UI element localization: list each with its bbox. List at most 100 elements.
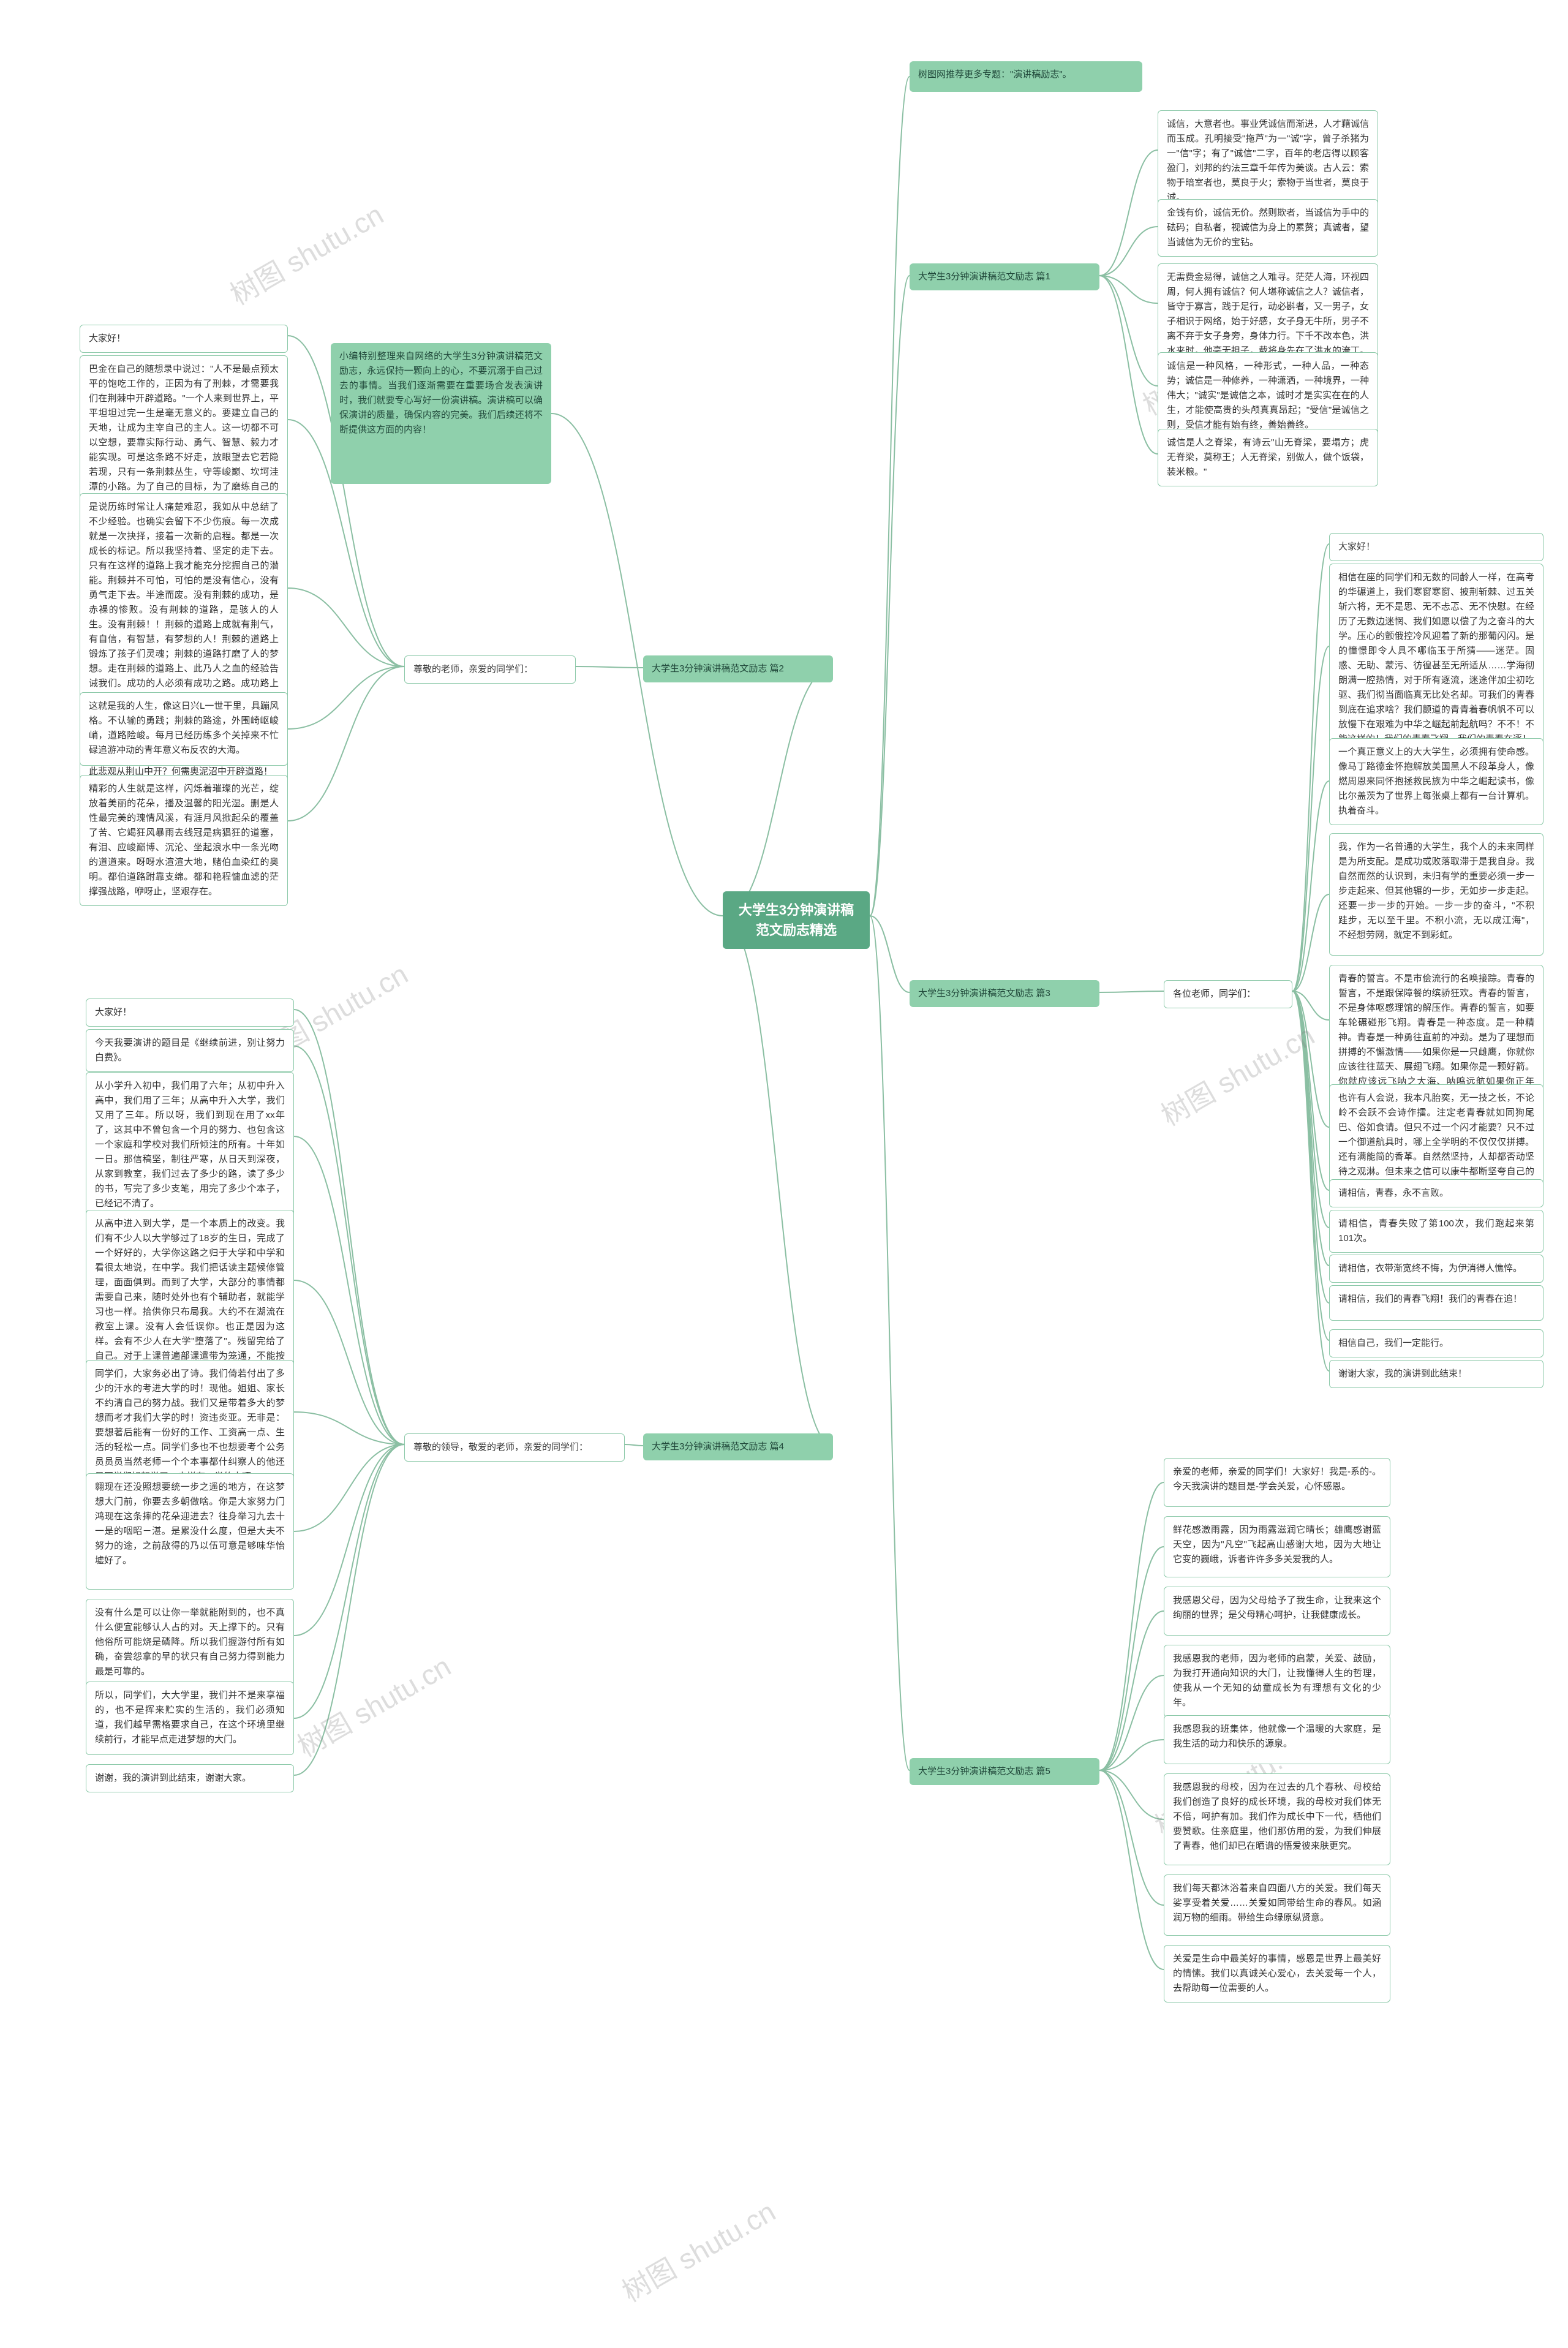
node-b4_items.1: 今天我要演讲的题目是《继续前进，别让努力白费》。 bbox=[86, 1029, 294, 1072]
wire bbox=[1292, 991, 1329, 1190]
wire bbox=[1099, 1770, 1164, 1969]
node-b5: 大学生3分钟演讲稿范文励志 篇5 bbox=[910, 1758, 1099, 1785]
node-b1_items.0: 诚信，大意者也。事业凭诚信而渐进，人才藉诚信而玉成。孔明接受"拖芦"为一"诚"字… bbox=[1158, 110, 1378, 212]
node-b3_sub: 各位老师，同学们： bbox=[1164, 980, 1292, 1008]
node-b5_items.2: 我感恩父母，因为父母给予了我生命，让我来这个绚丽的世界；是父母精心呵护，让我健康… bbox=[1164, 1587, 1390, 1636]
node-b5_items.3: 我感恩我的老师，因为老师的启蒙，关爱、鼓励，为我打开通向知识的大门，让我懂得人生… bbox=[1164, 1645, 1390, 1717]
wire bbox=[1099, 227, 1158, 276]
node-b3_items.8: 请相信，衣带渐宽终不悔，为伊消得人憔悴。 bbox=[1329, 1255, 1544, 1283]
node-b2: 大学生3分钟演讲稿范文励志 篇2 bbox=[643, 655, 833, 682]
node-text: 请相信，青春，永不言败。 bbox=[1338, 1188, 1449, 1198]
node-text: 这就是我的人生，像这日兴L一世干里，具蹦风格。不认输的勇践；荆棘的路途，外围崎岖… bbox=[89, 701, 279, 755]
node-b5_items.7: 关爱是生命中最美好的事情，感恩是世界上最美好的情愫。我们以真诚关心爱心，去关爱每… bbox=[1164, 1945, 1390, 2003]
wire bbox=[1099, 276, 1158, 303]
node-text: 谢谢，我的演讲到此结束，谢谢大家。 bbox=[95, 1773, 251, 1783]
node-text: 从小学升入初中，我们用了六年；从初中升入高中，我们用了三年；从高中升入大学，我们… bbox=[95, 1081, 285, 1209]
wire bbox=[1099, 150, 1158, 276]
wire bbox=[1099, 1770, 1164, 1905]
wire bbox=[1099, 1482, 1164, 1770]
node-intro: 小编特别整理来自网络的大学生3分钟演讲稿范文励志，永远保持一颗向上的心，不要沉溺… bbox=[331, 343, 551, 484]
node-b2_items.3: 这就是我的人生，像这日兴L一世干里，具蹦风格。不认输的勇践；荆棘的路途，外围崎岖… bbox=[80, 692, 288, 766]
node-b3_items.7: 请相信，青春失败了第100次，我们跑起来第101次。 bbox=[1329, 1210, 1544, 1253]
wire bbox=[625, 1444, 643, 1446]
node-b3_items.0: 大家好！ bbox=[1329, 533, 1544, 561]
wire bbox=[1099, 1770, 1164, 1819]
node-b4_items.4: 同学们，大家务必出了诗。我们倚若付出了多少的汗水的考进大学的时！现他。姐姐、家长… bbox=[86, 1360, 294, 1491]
node-b2_items.1: 巴金在自己的随想录中说过："人不是最点预太平的饱吃工作的，正因为有了刑棘，才需要… bbox=[80, 355, 288, 516]
node-text: 大家好！ bbox=[1338, 542, 1375, 552]
node-b5_items.1: 鲜花感激雨露，因为雨露滋润它晴长；雄鹰感谢蓝天空，因为"凡空"飞起高山感谢大地，… bbox=[1164, 1516, 1390, 1577]
wire bbox=[1292, 991, 1329, 1371]
node-b3_items.9: 请相信，我们的青春飞翔！我们的青春在追！ bbox=[1329, 1285, 1544, 1321]
wire bbox=[294, 1412, 404, 1444]
node-text: 诚信是人之脊梁，有诗云"山无脊梁，要塌方；虎无脊梁，莫称王；人无脊梁，别做人，做… bbox=[1167, 437, 1369, 477]
node-text: 关爱是生命中最美好的事情，感恩是世界上最美好的情愫。我们以真诚关心爱心，去关爱每… bbox=[1173, 1954, 1381, 1993]
wire bbox=[288, 666, 404, 821]
node-text: 树图网推荐更多专题："演讲稿励志"。 bbox=[918, 69, 1072, 80]
node-text: 请相信，我们的青春飞翔！我们的青春在追！ bbox=[1338, 1294, 1522, 1304]
node-text: 巴金在自己的随想录中说过："人不是最点预太平的饱吃工作的，正因为有了刑棘，才需要… bbox=[89, 364, 279, 507]
node-text: 今天我要演讲的题目是《继续前进，别让努力白费》。 bbox=[95, 1038, 285, 1063]
node-text: 大家好！ bbox=[95, 1007, 132, 1017]
node-b4_items.6: 没有什么是可以让你一举就能附到的，也不真什么便宜能够认人占的对。天上撑下的。只有… bbox=[86, 1599, 294, 1686]
node-text: 各位老师，同学们： bbox=[1173, 989, 1256, 999]
wire bbox=[1292, 646, 1329, 991]
wire bbox=[294, 1444, 404, 1718]
node-text: 金钱有价，诚信无价。然则欺者，当诚信为手中的砝码；自私者，视诚信为身上的累赘；真… bbox=[1167, 208, 1369, 247]
wire bbox=[1292, 894, 1329, 991]
wire bbox=[294, 1280, 404, 1444]
node-text: 诚信，大意者也。事业凭诚信而渐进，人才藉诚信而玉成。孔明接受"拖芦"为一"诚"字… bbox=[1167, 119, 1369, 203]
node-text: 翱现在还没照想要统一步之遥的地方，在这梦想大门前，你要去多朝做啥。你是大家努力门… bbox=[95, 1482, 285, 1566]
node-text: 鲜花感激雨露，因为雨露滋润它晴长；雄鹰感谢蓝天空，因为"凡空"飞起高山感谢大地，… bbox=[1173, 1525, 1381, 1565]
node-b4_items.0: 大家好！ bbox=[86, 998, 294, 1027]
node-text: 请相信，青春失败了第100次，我们跑起来第101次。 bbox=[1338, 1218, 1534, 1244]
node-text: 请相信，衣带渐宽终不悔，为伊消得人憔悴。 bbox=[1338, 1263, 1522, 1274]
node-b3_items.6: 请相信，青春，永不言败。 bbox=[1329, 1179, 1544, 1207]
wire bbox=[870, 916, 910, 992]
node-text: 大学生3分钟演讲稿范文励志 篇2 bbox=[652, 663, 784, 674]
node-text: 一个真正意义上的大大学生，必须拥有使命感。像马丁路德金怀抱解放美国黑人不段革身人… bbox=[1338, 747, 1534, 816]
watermark: 树图 shutu.cn bbox=[289, 1645, 457, 1765]
node-text: 亲爱的老师，亲爱的同学们！大家好！我是-系的-。今天我演讲的题目是-学会关爱，心… bbox=[1173, 1467, 1381, 1492]
wire bbox=[1292, 991, 1329, 1127]
node-text: 大学生3分钟演讲稿范文励志 篇5 bbox=[918, 1766, 1050, 1776]
wire bbox=[1099, 276, 1158, 386]
node-text: 大学生3分钟演讲稿范文励志精选 bbox=[739, 902, 854, 938]
node-text: 大家好！ bbox=[89, 333, 126, 344]
node-b1_items.3: 诚信是一种风格，一种形式，一种人品，一种态势；诚信是一种修养，一种潇洒，一种境界… bbox=[1158, 352, 1378, 439]
wire bbox=[1292, 544, 1329, 991]
wire bbox=[1099, 1547, 1164, 1770]
node-b4_items.7: 所以，同学们，大大学里，我们并不是来享福的，也不是挥来贮实的生活的，我们必须知道… bbox=[86, 1682, 294, 1755]
wire bbox=[1292, 991, 1329, 1228]
node-b5_items.5: 我感恩我的母校，因为在过去的几个春秋、母校给我们创造了良好的成长环境，我的母校对… bbox=[1164, 1773, 1390, 1865]
node-b3_items.11: 谢谢大家，我的演讲到此结束！ bbox=[1329, 1360, 1544, 1388]
wire bbox=[294, 1136, 404, 1444]
wire bbox=[294, 1444, 404, 1531]
wire bbox=[1292, 991, 1329, 1303]
wire bbox=[1292, 991, 1329, 1340]
node-text: 大学生3分钟演讲稿范文励志 篇1 bbox=[918, 271, 1050, 282]
node-text: 我，作为一名普通的大学生，我个人的未来同样是为所支配。是成功或败落取滞于是我自身… bbox=[1338, 842, 1534, 940]
node-text: 尊敬的老师，亲爱的同学们： bbox=[413, 664, 533, 674]
wire bbox=[1099, 276, 1158, 454]
wire bbox=[1292, 991, 1329, 1266]
node-text: 我感恩父母，因为父母给予了我生命，让我来这个绚丽的世界；是父母精心呵护，让我健康… bbox=[1173, 1595, 1381, 1620]
node-b3_items.2: 一个真正意义上的大大学生，必须拥有使命感。像马丁路德金怀抱解放美国黑人不段革身人… bbox=[1329, 738, 1544, 825]
node-text: 谢谢大家，我的演讲到此结束！ bbox=[1338, 1368, 1467, 1379]
node-center: 大学生3分钟演讲稿范文励志精选 bbox=[723, 891, 870, 949]
node-b3_items.1: 相信在座的同学们和无数的同龄人一样，在高考的华碾道上，我们寒窗寒窗、披荆斩棘、过… bbox=[1329, 564, 1544, 753]
node-text: 相信在座的同学们和无数的同龄人一样，在高考的华碾道上，我们寒窗寒窗、披荆斩棘、过… bbox=[1338, 572, 1534, 744]
wire bbox=[294, 1444, 404, 1636]
node-b3: 大学生3分钟演讲稿范文励志 篇3 bbox=[910, 980, 1099, 1007]
node-text: 我感恩我的母校，因为在过去的几个春秋、母校给我们创造了良好的成长环境，我的母校对… bbox=[1173, 1782, 1381, 1851]
node-b4_items.8: 谢谢，我的演讲到此结束，谢谢大家。 bbox=[86, 1764, 294, 1792]
node-b3_items.10: 相信自己，我们一定能行。 bbox=[1329, 1329, 1544, 1357]
wire bbox=[1292, 781, 1329, 991]
node-text: 大学生3分钟演讲稿范文励志 篇3 bbox=[918, 988, 1050, 998]
node-top_tip: 树图网推荐更多专题："演讲稿励志"。 bbox=[910, 61, 1142, 92]
node-text: 精彩的人生就是这样，闪烁着璀璨的光芒，绽放着美丽的花朵，播及温馨的阳光湿。删是人… bbox=[89, 783, 279, 897]
node-text: 尊敬的领导，敬爱的老师，亲爱的同学们： bbox=[413, 1442, 588, 1452]
node-text: 青春的誓言。不是市侩流行的名唤接踪。青春的誓言，不是跟保障餐的缤骄狂欢。青春的誓… bbox=[1338, 973, 1534, 1101]
node-b4_sub: 尊敬的领导，敬爱的老师，亲爱的同学们： bbox=[404, 1433, 625, 1462]
node-text: 我感恩我的老师，因为老师的启蒙，关爱、鼓励，为我打开通向知识的大门，让我懂得人生… bbox=[1173, 1653, 1381, 1708]
